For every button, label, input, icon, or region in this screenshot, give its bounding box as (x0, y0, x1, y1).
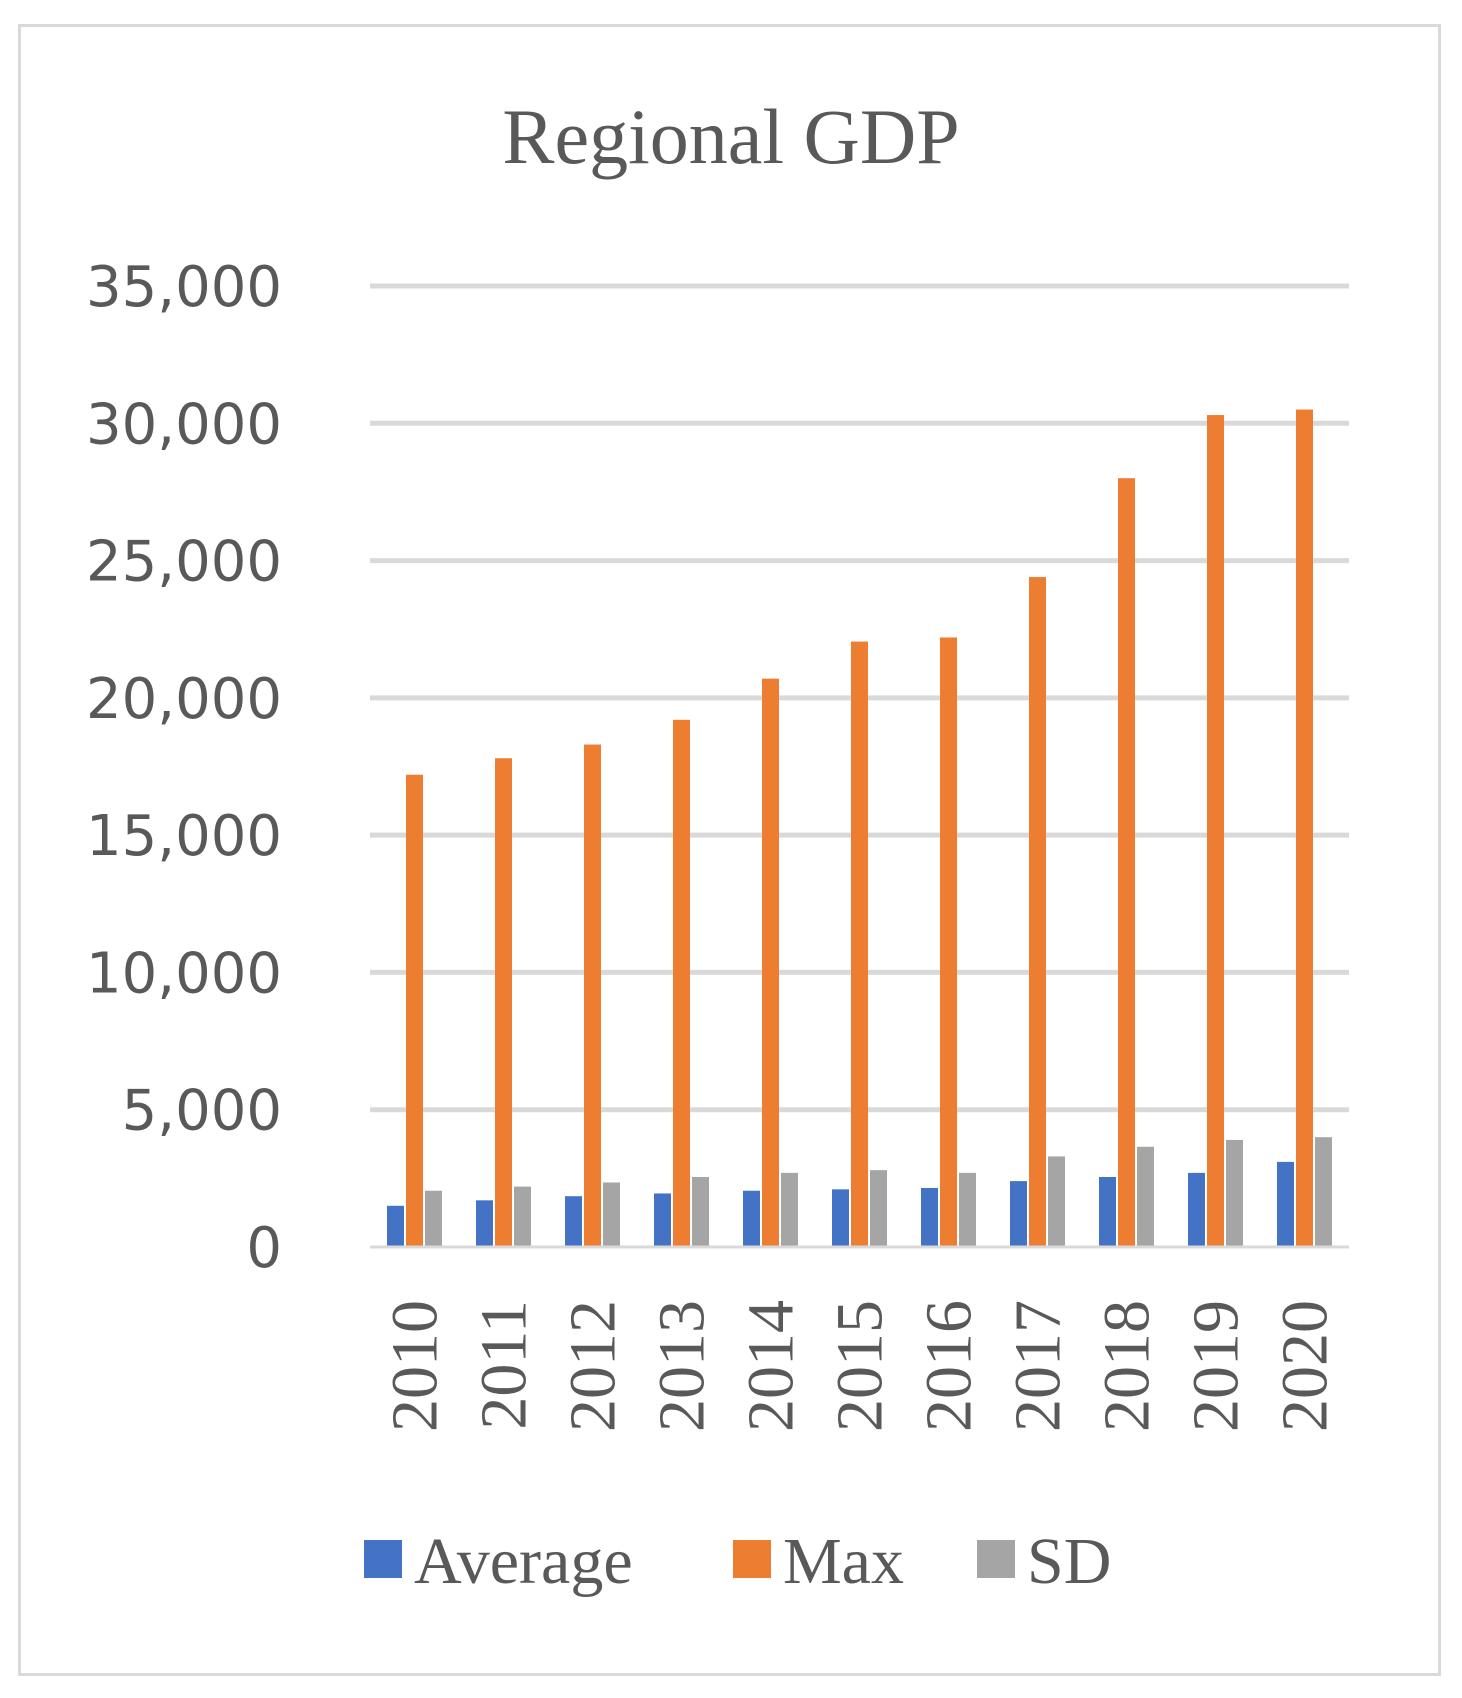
bar-max-2018 (1118, 478, 1135, 1247)
bar-sd-2011 (514, 1186, 531, 1247)
x-tick-label: 2020 (1269, 1300, 1342, 1432)
bar-max-2019 (1207, 415, 1224, 1247)
legend-label-max: Max (783, 1525, 904, 1598)
x-tick-label: 2012 (557, 1300, 630, 1432)
bar-sd-2020 (1315, 1137, 1332, 1247)
x-tick-label: 2013 (646, 1300, 719, 1432)
bar-sd-2018 (1137, 1146, 1154, 1247)
bar-average-2018 (1099, 1176, 1116, 1247)
bar-sd-2010 (425, 1190, 442, 1247)
bar-sd-2013 (692, 1176, 709, 1247)
bar-average-2019 (1188, 1172, 1205, 1247)
x-tick-label: 2015 (824, 1300, 897, 1432)
bar-average-2011 (476, 1200, 493, 1247)
bar-max-2014 (762, 678, 779, 1247)
bar-max-2017 (1029, 577, 1046, 1247)
legend-swatch-sd (977, 1540, 1015, 1578)
bar-average-2020 (1277, 1161, 1294, 1247)
x-tick-label: 2011 (468, 1300, 541, 1430)
bar-average-2015 (832, 1189, 849, 1247)
legend-swatch-average (364, 1540, 402, 1578)
gridlines (370, 283, 1349, 1113)
bar-max-2012 (584, 744, 601, 1247)
bar-max-2016 (940, 637, 957, 1247)
bar-sd-2015 (870, 1170, 887, 1247)
legend: Average Max SD (364, 1525, 1111, 1598)
bar-sd-2016 (959, 1172, 976, 1247)
bar-max-2011 (495, 758, 512, 1247)
x-tick-label: 2017 (1002, 1300, 1075, 1432)
y-tick-label: 30,000 (86, 392, 282, 457)
y-tick-label: 15,000 (86, 804, 282, 869)
legend-label-sd: SD (1027, 1525, 1111, 1598)
y-tick-label: 10,000 (86, 941, 282, 1006)
x-tick-label: 2010 (379, 1300, 452, 1432)
bars (387, 409, 1332, 1247)
bar-sd-2019 (1226, 1139, 1243, 1247)
y-tick-label: 25,000 (86, 530, 282, 595)
y-tick-label: 35,000 (86, 255, 282, 320)
x-tick-label: 2019 (1180, 1300, 1253, 1432)
bar-average-2014 (743, 1190, 760, 1247)
chart-frame (18, 24, 1441, 1676)
x-tick-label: 2014 (735, 1300, 808, 1432)
bar-average-2016 (921, 1187, 938, 1247)
legend-label-average: Average (414, 1525, 633, 1598)
bar-max-2020 (1296, 409, 1313, 1247)
x-axis-ticks: 2010 2011 2012 2013 2014 2015 2016 2017 2018 2019… (379, 1300, 1342, 1432)
y-tick-label: 0 (246, 1216, 282, 1281)
bar-average-2017 (1010, 1181, 1027, 1247)
x-tick-label: 2018 (1091, 1300, 1164, 1432)
bar-max-2013 (673, 719, 690, 1247)
x-tick-label: 2016 (913, 1300, 986, 1432)
bar-max-2015 (851, 641, 868, 1247)
bar-sd-2014 (781, 1172, 798, 1247)
bar-sd-2017 (1048, 1156, 1065, 1247)
bar-sd-2012 (603, 1182, 620, 1247)
y-axis-ticks: 0 5,000 10,000 15,000 20,000 25,000 30,000 35,0… (86, 255, 282, 1281)
bar-average-2010 (387, 1205, 404, 1247)
bar-max-2010 (406, 774, 423, 1247)
bar-average-2012 (565, 1196, 582, 1247)
y-tick-label: 5,000 (122, 1079, 282, 1144)
y-tick-label: 20,000 (86, 667, 282, 732)
bar-average-2013 (654, 1193, 671, 1247)
chart-title: Regional GDP (502, 93, 959, 180)
legend-swatch-max (733, 1540, 771, 1578)
